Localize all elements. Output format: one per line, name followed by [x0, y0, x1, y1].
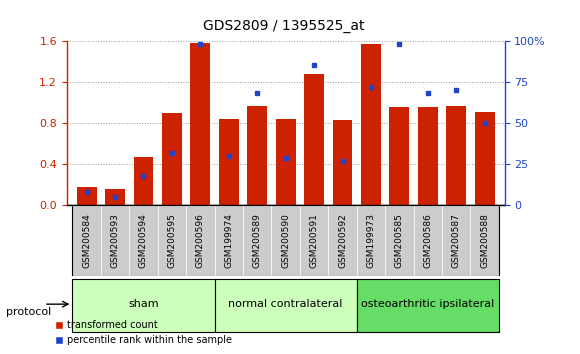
Bar: [332, 120, 353, 205]
Bar: [158, 205, 186, 276]
Text: GDS2809 / 1395525_at: GDS2809 / 1395525_at: [204, 19, 365, 34]
Bar: [77, 187, 96, 205]
Bar: [129, 205, 158, 276]
Text: GSM200586: GSM200586: [423, 213, 432, 268]
Text: protocol: protocol: [6, 307, 51, 316]
Bar: [162, 113, 182, 205]
Text: normal contralateral: normal contralateral: [229, 299, 343, 309]
Bar: [243, 205, 271, 276]
Bar: [475, 112, 495, 205]
Bar: [328, 205, 357, 276]
Bar: [190, 43, 211, 205]
Text: GSM199973: GSM199973: [367, 213, 375, 268]
Text: GSM200593: GSM200593: [111, 213, 119, 268]
Text: GSM200596: GSM200596: [196, 213, 205, 268]
Bar: [72, 279, 215, 332]
Bar: [72, 205, 101, 276]
Bar: [470, 205, 499, 276]
Bar: [271, 205, 300, 276]
Text: GSM200592: GSM200592: [338, 213, 347, 268]
Bar: [389, 107, 409, 205]
Bar: [219, 119, 239, 205]
Bar: [101, 205, 129, 276]
Legend: transformed count, percentile rank within the sample: transformed count, percentile rank withi…: [51, 316, 235, 349]
Text: GSM199974: GSM199974: [224, 213, 233, 268]
Bar: [442, 205, 470, 276]
Text: GSM200588: GSM200588: [480, 213, 489, 268]
Bar: [247, 105, 267, 205]
Bar: [446, 105, 466, 205]
Bar: [276, 119, 296, 205]
Text: osteoarthritic ipsilateral: osteoarthritic ipsilateral: [361, 299, 495, 309]
Text: sham: sham: [128, 299, 159, 309]
Bar: [105, 189, 125, 205]
Bar: [215, 205, 243, 276]
Bar: [300, 205, 328, 276]
Bar: [357, 279, 499, 332]
Bar: [186, 205, 215, 276]
Bar: [304, 74, 324, 205]
Bar: [418, 107, 438, 205]
Bar: [414, 205, 442, 276]
Bar: [215, 279, 357, 332]
Text: GSM200595: GSM200595: [168, 213, 176, 268]
Bar: [385, 205, 414, 276]
Text: GSM200591: GSM200591: [310, 213, 318, 268]
Bar: [133, 157, 154, 205]
Text: GSM200584: GSM200584: [82, 213, 91, 268]
Text: GSM200589: GSM200589: [253, 213, 262, 268]
Bar: [357, 205, 385, 276]
Text: GSM200590: GSM200590: [281, 213, 290, 268]
Text: GSM200594: GSM200594: [139, 213, 148, 268]
Text: GSM200585: GSM200585: [395, 213, 404, 268]
Text: GSM200587: GSM200587: [452, 213, 461, 268]
Bar: [361, 44, 381, 205]
